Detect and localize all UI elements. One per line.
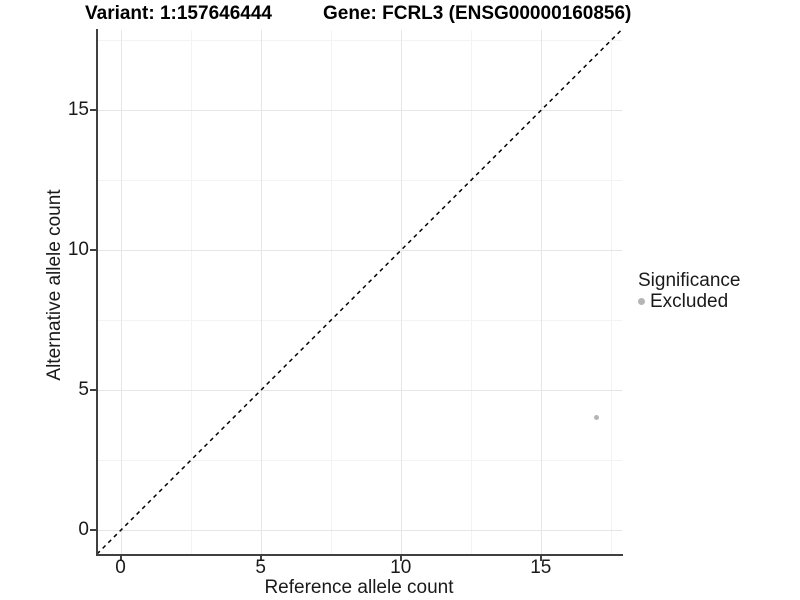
y-axis-title: Alternative allele count	[44, 189, 65, 381]
y-tick-label: 10	[67, 239, 89, 260]
x-tick-label: 10	[390, 557, 412, 578]
y-axis-line	[95, 29, 98, 555]
x-major-gridline	[540, 30, 542, 554]
x-axis-line	[95, 554, 623, 556]
y-minor-gridline	[96, 40, 622, 42]
x-minor-gridline	[330, 30, 332, 554]
x-tick-mark	[539, 556, 542, 561]
legend-title: Significance	[638, 270, 741, 291]
x-major-gridline	[120, 30, 122, 554]
y-tick-label: 15	[67, 99, 89, 121]
x-minor-gridline	[190, 30, 192, 554]
x-major-gridline	[260, 30, 262, 554]
plot-title-variant: Variant: 1:157646444	[85, 3, 272, 24]
y-major-gridline	[96, 389, 622, 391]
x-tick-mark	[259, 556, 262, 561]
y-minor-gridline	[96, 180, 622, 182]
legend-items: Excluded	[637, 291, 740, 312]
x-minor-gridline	[470, 30, 472, 554]
y-tick-label: 5	[78, 378, 89, 400]
data-point	[594, 415, 600, 421]
legend: Significance Excluded	[637, 270, 740, 312]
y-tick-mark	[90, 249, 96, 251]
x-tick-mark	[399, 556, 402, 561]
x-tick-label: 15	[530, 557, 552, 578]
y-tick-mark	[90, 109, 96, 112]
identity-reference-line	[95, 29, 622, 555]
x-major-gridline	[400, 30, 402, 554]
x-tick-label: 5	[255, 557, 266, 578]
x-minor-gridline	[610, 30, 612, 554]
plot-title-gene: Gene: FCRL3 (ENSG00000160856)	[323, 3, 632, 24]
legend-point-swatch	[638, 298, 645, 305]
y-major-gridline	[96, 110, 622, 112]
x-tick-mark	[119, 556, 122, 561]
legend-item-label: Excluded	[650, 291, 729, 312]
y-minor-gridline	[96, 319, 622, 321]
y-tick-label: 0	[78, 518, 89, 540]
plot-panel	[95, 29, 622, 555]
legend-item: Excluded	[637, 291, 740, 312]
y-tick-mark	[90, 388, 96, 391]
y-major-gridline	[96, 250, 622, 251]
y-minor-gridline	[96, 459, 622, 461]
y-tick-mark	[90, 528, 96, 531]
x-tick-label: 0	[115, 557, 126, 578]
y-major-gridline	[96, 529, 622, 531]
x-axis-title: Reference allele count	[264, 577, 454, 598]
